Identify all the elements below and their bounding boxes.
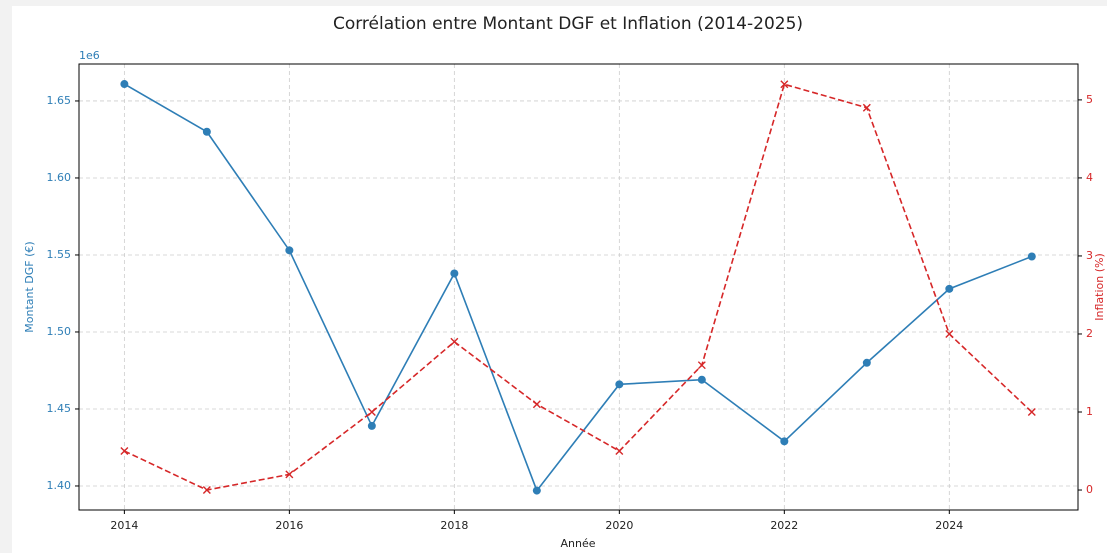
x-tick-label: 2014 [110, 519, 138, 532]
y-axis-label: Montant DGF (€) [23, 241, 36, 332]
point [615, 380, 624, 389]
point [945, 329, 954, 338]
point [532, 400, 541, 409]
y-tick-label: 1.60 [47, 171, 72, 184]
point [945, 284, 954, 293]
point [780, 437, 789, 446]
x-tick-label: 2020 [605, 519, 633, 532]
point [697, 375, 706, 384]
plot-frame [78, 63, 1079, 511]
point [615, 447, 624, 456]
y-tick-label: 1.55 [47, 248, 72, 261]
point [862, 103, 871, 112]
point [120, 80, 129, 89]
x-tick-label: 2022 [770, 519, 798, 532]
point [862, 358, 871, 367]
y2-tick-label: 5 [1086, 93, 1093, 106]
y-tick-label: 1.40 [47, 479, 72, 492]
y2-tick-label: 2 [1086, 327, 1093, 340]
point [1027, 408, 1036, 416]
point [450, 269, 459, 278]
y2-axis-label: Inflation (%) [1093, 253, 1106, 321]
point [697, 361, 706, 370]
y2-tick-label: 3 [1086, 249, 1093, 262]
x-axis-label: Année [560, 537, 595, 550]
point [202, 127, 211, 136]
y-offset-label: 1e6 [79, 49, 100, 62]
point [285, 246, 294, 255]
point [532, 486, 541, 495]
y2-tick-label: 4 [1086, 171, 1093, 184]
point [202, 486, 211, 495]
point [450, 337, 459, 346]
x-tick-label: 2024 [935, 519, 963, 532]
series-line [123, 83, 1033, 493]
x-tick-label: 2016 [275, 519, 303, 532]
point [780, 80, 789, 89]
point [367, 408, 376, 416]
y-tick-label: 1.45 [47, 402, 72, 415]
x-tick-label: 2018 [440, 519, 468, 532]
point [367, 421, 376, 430]
point [120, 447, 129, 456]
y2-tick-label: 1 [1086, 405, 1093, 418]
y2-tick-label: 0 [1086, 483, 1093, 496]
point [1027, 252, 1036, 261]
y-tick-label: 1.65 [47, 94, 72, 107]
point [285, 470, 294, 479]
figure-background [12, 6, 1107, 553]
y-tick-label: 1.50 [47, 325, 72, 338]
chart-title: Corrélation entre Montant DGF et Inflati… [333, 14, 803, 34]
